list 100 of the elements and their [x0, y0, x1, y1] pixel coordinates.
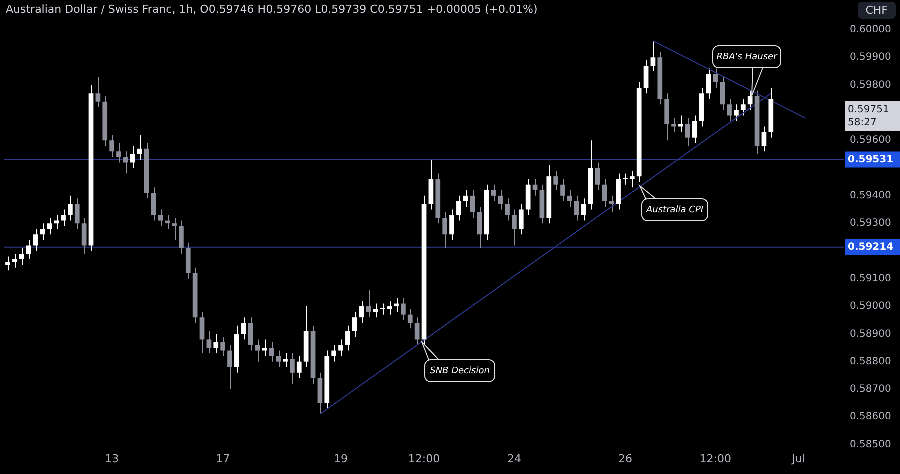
- candlestick: [505, 198, 510, 222]
- candlestick: [414, 317, 420, 346]
- candlestick: [456, 195, 462, 222]
- candlestick: [477, 206, 482, 249]
- candlestick: [96, 76, 101, 108]
- y-tick-label: 0.59000: [850, 301, 892, 312]
- candlestick: [54, 214, 59, 230]
- candlestick: [269, 342, 274, 362]
- candlestick: [82, 218, 87, 254]
- candlestick: [720, 76, 726, 111]
- x-tick-label: Jul: [791, 452, 806, 466]
- candlestick: [685, 118, 690, 147]
- candlestick: [206, 330, 212, 354]
- y-tick-label: 0.58600: [850, 412, 892, 423]
- y-tick-label: 0.59900: [850, 52, 892, 64]
- candlestick: [740, 98, 746, 116]
- annotation: RBA's Hauser: [716, 52, 779, 62]
- candlestick: [248, 317, 254, 352]
- candlestick: [40, 223, 46, 241]
- candlestick: [137, 134, 142, 160]
- candlestick: [158, 209, 164, 227]
- candlestick: [748, 90, 753, 111]
- candlestick: [602, 178, 608, 208]
- candlestick: [19, 248, 24, 266]
- candlestick: [130, 146, 136, 169]
- candlestick: [200, 312, 205, 354]
- candlestick: [283, 353, 288, 368]
- y-tick-label: 0.58500: [850, 439, 892, 450]
- candlestick: [241, 317, 246, 340]
- candlestick: [644, 60, 649, 94]
- candlestick: [74, 198, 80, 230]
- candlestick: [179, 220, 184, 254]
- candlestick: [630, 170, 635, 188]
- annotation: SNB Decision: [430, 366, 490, 376]
- candlestick: [124, 151, 128, 174]
- candlestick: [276, 350, 281, 368]
- candlestick: [387, 300, 392, 316]
- candlestick: [228, 344, 232, 390]
- text: 0.59751: [848, 104, 890, 116]
- candlestick: [116, 142, 122, 164]
- candlestick: [518, 204, 524, 236]
- x-tick-label: 17: [216, 452, 230, 466]
- candlestick: [650, 40, 656, 72]
- text: 58:27: [848, 118, 877, 129]
- candlestick: [574, 195, 580, 222]
- candlestick: [366, 289, 372, 318]
- y-tick-label: 0.58700: [850, 384, 892, 396]
- x-tick-label: 19: [334, 452, 348, 466]
- candlestick: [380, 303, 386, 316]
- candlestick: [463, 190, 468, 208]
- candlestick: [352, 312, 358, 338]
- candlestick: [6, 256, 10, 272]
- candlestick: [672, 118, 676, 133]
- y-tick-label: 0.59100: [850, 273, 892, 284]
- candlestick: [214, 334, 219, 354]
- y-axis-title: CHF: [858, 2, 896, 19]
- candlestick: [734, 104, 739, 122]
- candlestick: [560, 178, 566, 202]
- candlestick: [470, 190, 476, 219]
- candlestick: [554, 170, 559, 191]
- candlestick: [595, 162, 600, 191]
- y-tick-label: 0.59600: [850, 135, 892, 146]
- candlestick: [172, 218, 177, 241]
- x-tick-label: 13: [105, 452, 120, 466]
- candlestick: [442, 212, 448, 249]
- candlestick: [408, 308, 413, 330]
- candlestick: [609, 195, 614, 214]
- ref-line-label: 0.59214: [848, 242, 894, 253]
- candlestick: [762, 126, 767, 152]
- x-tick-label: 12:00: [408, 452, 440, 466]
- x-tick-label: 12:00: [700, 452, 732, 466]
- candlestick: [713, 68, 718, 89]
- candlestick: [61, 209, 66, 227]
- candlestick: [165, 214, 170, 230]
- annotation: Australia CPI: [645, 205, 704, 216]
- y-tick-label: 0.58900: [850, 328, 892, 340]
- y-tick-label: 0.59300: [850, 218, 892, 230]
- candlestick: [727, 98, 732, 122]
- candlestick: [706, 68, 712, 100]
- candlestick: [692, 115, 698, 144]
- candlestick: [581, 198, 586, 222]
- candlestick: [110, 134, 114, 158]
- candlestick: [568, 190, 572, 208]
- candlestick: [401, 298, 406, 321]
- candlestick: [33, 228, 38, 252]
- candlestick: [491, 184, 496, 202]
- candlestick: [498, 190, 504, 210]
- candlestick: [68, 195, 73, 222]
- candlestick: [332, 344, 337, 362]
- y-tick-label: 0.59400: [850, 190, 892, 202]
- candlestick: [678, 115, 684, 133]
- x-tick-label: 26: [618, 452, 632, 466]
- candlestick: [255, 339, 260, 362]
- candlestick: [47, 218, 52, 236]
- candlestick: [12, 253, 18, 268]
- candlestick: [359, 300, 364, 324]
- candlestick: [532, 178, 538, 196]
- candlestick: [394, 298, 399, 313]
- y-tick-label: 0.59800: [850, 80, 892, 91]
- candlestick: [296, 356, 302, 379]
